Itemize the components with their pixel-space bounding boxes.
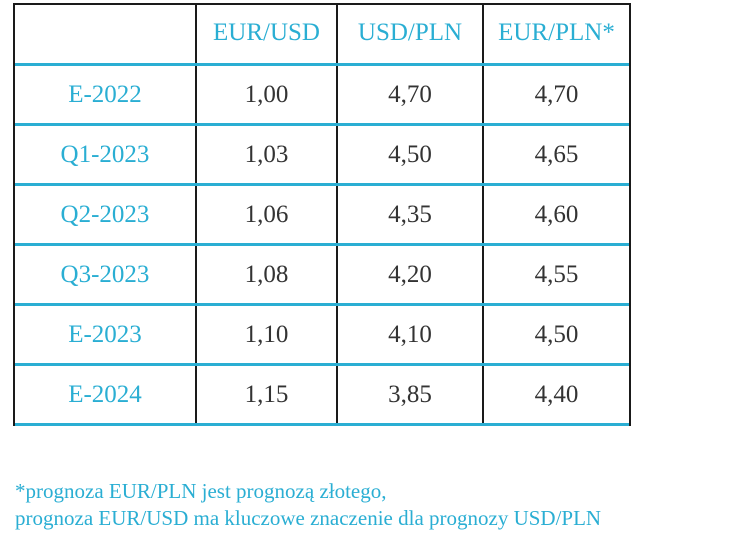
eur-pln-value: 4,60 bbox=[534, 200, 579, 228]
table-row: E-2024 1,15 3,85 4,40 bbox=[15, 366, 629, 426]
eur-usd-value: 1,03 bbox=[197, 126, 338, 183]
forecast-table: EUR/USD USD/PLN EUR/PLN* E-2022 1,00 4,7… bbox=[13, 3, 631, 426]
row-label: E-2022 bbox=[15, 66, 197, 123]
eur-pln-value: 4,55 bbox=[534, 260, 579, 288]
table-row: E-2023 1,10 4,10 4,50 bbox=[15, 306, 629, 366]
table-header-row: EUR/USD USD/PLN EUR/PLN* bbox=[15, 5, 629, 66]
usd-pln-value: 3,85 bbox=[338, 366, 484, 423]
footnote: *prognoza EUR/PLN jest prognozą złotego,… bbox=[15, 478, 730, 532]
eur-usd-value: 1,06 bbox=[197, 186, 338, 243]
eur-usd-value: 1,15 bbox=[197, 366, 338, 423]
eur-usd-value: 1,10 bbox=[197, 306, 338, 363]
row-label: Q3-2023 bbox=[15, 246, 197, 303]
usd-pln-value: 4,35 bbox=[338, 186, 484, 243]
header-cell-usd-pln: USD/PLN bbox=[338, 5, 484, 63]
usd-pln-value: 4,70 bbox=[338, 66, 484, 123]
row-label: Q1-2023 bbox=[15, 126, 197, 183]
usd-pln-value: 4,50 bbox=[338, 126, 484, 183]
table-row: E-2022 1,00 4,70 4,70 bbox=[15, 66, 629, 126]
row-label: Q2-2023 bbox=[15, 186, 197, 243]
header-cell-empty bbox=[15, 5, 197, 63]
eur-pln-value: 4,70 bbox=[534, 80, 579, 108]
eur-pln-value: 4,65 bbox=[534, 140, 579, 168]
eur-usd-value: 1,00 bbox=[197, 66, 338, 123]
row-label: E-2023 bbox=[15, 306, 197, 363]
header-cell-eur-usd: EUR/USD bbox=[197, 5, 338, 63]
footnote-line-1: *prognoza EUR/PLN jest prognozą złotego, bbox=[15, 479, 387, 503]
table-row: Q3-2023 1,08 4,20 4,55 bbox=[15, 246, 629, 306]
eur-usd-value: 1,08 bbox=[197, 246, 338, 303]
table-row: Q2-2023 1,06 4,35 4,60 bbox=[15, 186, 629, 246]
table-row: Q1-2023 1,03 4,50 4,65 bbox=[15, 126, 629, 186]
eur-pln-value: 4,50 bbox=[534, 320, 579, 348]
usd-pln-value: 4,20 bbox=[338, 246, 484, 303]
usd-pln-value: 4,10 bbox=[338, 306, 484, 363]
row-label: E-2024 bbox=[15, 366, 197, 423]
header-cell-eur-pln: EUR/PLN* bbox=[498, 19, 615, 46]
eur-pln-value: 4,40 bbox=[534, 380, 579, 408]
footnote-line-2: prognoza EUR/USD ma kluczowe znaczenie d… bbox=[15, 506, 602, 530]
